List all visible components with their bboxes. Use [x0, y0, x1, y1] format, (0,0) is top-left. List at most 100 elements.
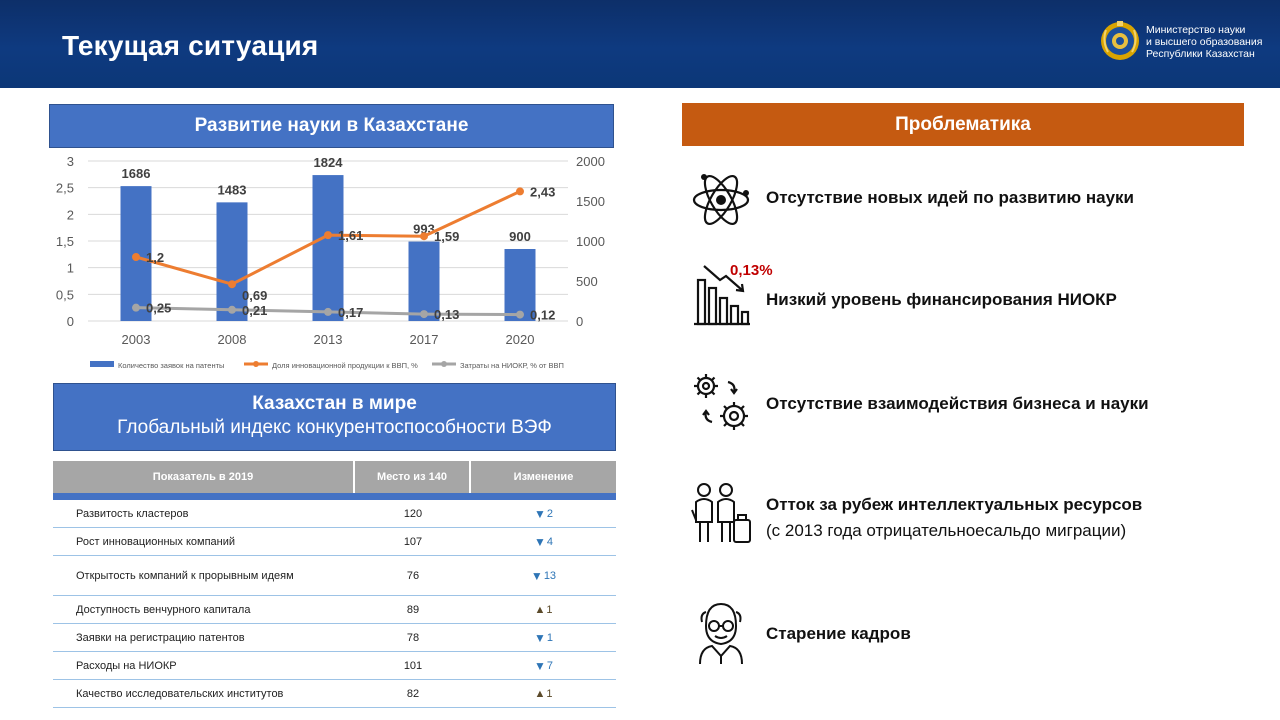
data-point: [516, 187, 524, 196]
change-value: 13: [543, 569, 557, 582]
legend-swatch: [90, 361, 114, 367]
y-right-tick-label: 500: [576, 274, 598, 289]
indicator-name: Развитость кластеров: [76, 507, 189, 520]
triangle-down-icon: ▼: [533, 658, 546, 673]
table-row: Развитость кластеров 120 ▼ 2: [53, 500, 616, 528]
table-body: Развитость кластеров 120 ▼ 2 Рост инновацион…: [53, 500, 616, 708]
triangle-up-icon: ▲: [534, 603, 546, 616]
table-row: Доступность венчурного капитала 89 ▲ 1: [53, 596, 616, 624]
data-point: [132, 253, 140, 261]
indicator-name: Рост инновационных компаний: [76, 535, 236, 548]
change-value: 1: [546, 687, 553, 700]
line-value-label: 1,59: [434, 229, 459, 244]
financing-percent: 0,13%: [730, 262, 773, 279]
legend-swatch-point: [253, 361, 259, 367]
x-tick-label: 2013: [314, 332, 343, 347]
gears-icon: [694, 374, 748, 430]
world-subtitle: Глобальный индекс конкурентоспособности …: [117, 417, 552, 438]
problem-text: Старение кадров: [766, 624, 911, 643]
line-value-label: 2,43: [530, 184, 555, 199]
world-banner: Казахстан в мире Глобальный индекс конку…: [53, 383, 616, 451]
table-header: Показатель в 2019 Место из 140 Изменение: [53, 461, 616, 500]
bar: [312, 175, 344, 321]
x-tick-label: 2008: [218, 332, 247, 347]
indicator-name: Качество исследовательских институтов: [76, 687, 284, 700]
problem-text: Отсутствие взаимодействия бизнеса и наук…: [766, 394, 1149, 413]
kazakhstan-emblem-icon: [1101, 21, 1139, 60]
bar: [504, 249, 536, 321]
triangle-down-icon: ▼: [533, 630, 546, 645]
legend-label: Доля инновационной продукции к ВВП, %: [272, 361, 418, 370]
place-value: 120: [403, 507, 423, 520]
legend-label: Затраты на НИОКР, % от ВВП: [460, 361, 564, 370]
change-cell: ▼ 1: [471, 624, 616, 651]
triangle-down-icon: ▼: [533, 534, 546, 549]
x-tick-label: 2020: [506, 332, 535, 347]
change-value: 7: [546, 659, 553, 672]
bar: [216, 202, 248, 321]
atom-icon: [692, 174, 750, 226]
line-value-label: 0,21: [242, 303, 267, 318]
place-value: 82: [406, 687, 420, 700]
wef-table: Показатель в 2019 Место из 140 Изменение…: [53, 461, 616, 708]
triangle-up-icon: ▲: [534, 687, 546, 700]
change-value: 2: [546, 507, 553, 520]
change-cell: ▼ 4: [471, 528, 616, 555]
table-row: Качество исследовательских институтов 82 ▲…: [53, 680, 616, 708]
line-value-label: 0,17: [338, 305, 363, 320]
data-point: [228, 280, 236, 289]
legend-label: Количество заявок на патенты: [118, 361, 224, 370]
triangle-down-icon: ▼: [530, 568, 543, 583]
y-left-tick-label: 2,5: [56, 181, 74, 196]
change-cell: ▲ 1: [471, 596, 616, 623]
line-value-label: 1,2: [146, 250, 164, 265]
data-point: [132, 303, 140, 312]
emigrating-people-icon: [691, 483, 751, 543]
bar-value-label: 1483: [218, 182, 247, 197]
legend-swatch-point: [441, 361, 447, 367]
problem-text: Отток за рубеж интеллектуальных ресурсов: [766, 495, 1143, 514]
problem-text: Низкий уровень финансирования НИОКР: [766, 290, 1117, 309]
table-row: Заявки на регистрацию патентов 78 ▼ 1: [53, 624, 616, 652]
change-value: 4: [546, 535, 553, 548]
change-cell: ▼ 13: [471, 556, 616, 595]
problem-subtext: (с 2013 года отрицательноесальдо миграци…: [766, 521, 1127, 540]
y-left-tick-label: 3: [67, 154, 74, 169]
triangle-down-icon: ▼: [533, 506, 546, 521]
y-left-tick-label: 2: [67, 207, 74, 222]
header-change: Изменение: [513, 471, 574, 483]
y-right-tick-label: 1500: [576, 194, 605, 209]
data-point: [420, 232, 428, 241]
indicator-name: Доступность венчурного капитала: [76, 603, 251, 616]
data-point: [324, 231, 332, 240]
page-title: Текущая ситуация: [62, 30, 319, 61]
world-title: Казахстан в мире: [252, 393, 417, 414]
elderly-person-icon: [699, 602, 743, 665]
place-value: 89: [406, 603, 420, 616]
y-left-tick-label: 0: [67, 314, 74, 329]
place-value: 107: [403, 535, 423, 548]
y-right-tick-label: 2000: [576, 154, 605, 169]
header-indicator: Показатель в 2019: [53, 461, 355, 493]
line-value-label: 0,69: [242, 288, 267, 303]
change-cell: ▲ 1: [471, 680, 616, 707]
problem-text: Отсутствие новых идей по развитию науки: [766, 188, 1134, 207]
change-value: 1: [546, 631, 553, 644]
x-tick-label: 2017: [410, 332, 439, 347]
bar-value-label: 1686: [122, 166, 151, 181]
bar-value-label: 900: [509, 229, 531, 244]
data-point: [420, 310, 428, 319]
change-cell: ▼ 2: [471, 500, 616, 527]
header-bar: Текущая ситуация Министерство науки и вы…: [0, 0, 1280, 88]
bar-value-label: 1824: [314, 155, 344, 170]
declining-chart-icon: [694, 265, 750, 326]
x-tick-label: 2003: [122, 332, 151, 347]
table-row: Рост инновационных компаний 107 ▼ 4: [53, 528, 616, 556]
data-point: [516, 310, 524, 319]
data-point: [228, 305, 236, 314]
place-value: 101: [403, 659, 423, 672]
science-chart: 0 0,5 1 1,5 2 2,5 3 0 500 1000 1500 2000 1686 1483 182…: [56, 154, 605, 370]
y-left-tick-label: 1: [67, 261, 74, 276]
line-value-label: 0,12: [530, 308, 555, 323]
change-cell: ▼ 7: [471, 652, 616, 679]
